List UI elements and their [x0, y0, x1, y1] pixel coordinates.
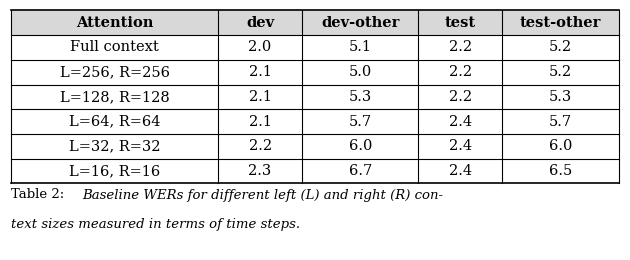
Text: L=128, R=128: L=128, R=128: [60, 90, 169, 104]
Text: dev: dev: [246, 16, 274, 30]
Text: 5.7: 5.7: [549, 115, 572, 128]
Text: 2.1: 2.1: [249, 90, 272, 104]
Text: 2.2: 2.2: [449, 65, 472, 79]
Text: 6.0: 6.0: [348, 139, 372, 153]
Text: 2.3: 2.3: [248, 164, 272, 178]
Text: 2.1: 2.1: [249, 65, 272, 79]
Text: 5.7: 5.7: [348, 115, 372, 128]
Text: 2.1: 2.1: [249, 115, 272, 128]
Text: test: test: [445, 16, 476, 30]
Text: Baseline WERs for different left (L) and right (R) con-: Baseline WERs for different left (L) and…: [83, 188, 444, 202]
Text: L=256, R=256: L=256, R=256: [60, 65, 169, 79]
Text: 2.2: 2.2: [248, 139, 272, 153]
Text: dev-other: dev-other: [321, 16, 399, 30]
Text: 5.2: 5.2: [549, 41, 572, 54]
Text: 2.2: 2.2: [449, 41, 472, 54]
Text: 5.3: 5.3: [348, 90, 372, 104]
Text: 2.0: 2.0: [248, 41, 272, 54]
Text: 6.0: 6.0: [549, 139, 572, 153]
Text: 5.3: 5.3: [549, 90, 572, 104]
Text: 2.2: 2.2: [449, 90, 472, 104]
Text: L=64, R=64: L=64, R=64: [69, 115, 161, 128]
Text: Full context: Full context: [71, 41, 159, 54]
Text: test-other: test-other: [520, 16, 601, 30]
Text: Attention: Attention: [76, 16, 153, 30]
Text: 6.7: 6.7: [348, 164, 372, 178]
Text: Table 2:: Table 2:: [11, 188, 69, 202]
Text: 5.2: 5.2: [549, 65, 572, 79]
Text: L=16, R=16: L=16, R=16: [69, 164, 161, 178]
Text: 6.5: 6.5: [549, 164, 572, 178]
Text: 2.4: 2.4: [449, 164, 472, 178]
Text: 5.1: 5.1: [349, 41, 372, 54]
Text: 2.4: 2.4: [449, 115, 472, 128]
Text: L=32, R=32: L=32, R=32: [69, 139, 161, 153]
Text: text sizes measured in terms of time steps.: text sizes measured in terms of time ste…: [11, 218, 301, 231]
Text: 5.0: 5.0: [348, 65, 372, 79]
Bar: [11, 10, 619, 35]
Text: 2.4: 2.4: [449, 139, 472, 153]
